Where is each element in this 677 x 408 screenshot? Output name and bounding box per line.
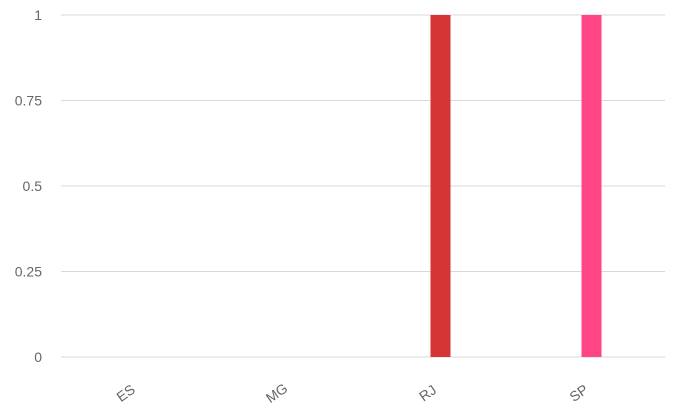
- bar-sp[interactable]: [581, 15, 602, 357]
- bar-rj[interactable]: [430, 15, 451, 357]
- x-tick-label: RJ: [416, 381, 439, 403]
- y-tick-label: 0.25: [15, 264, 42, 280]
- x-tick-label: SP: [566, 381, 590, 403]
- y-axis-tick-labels: 0 0.25 0.5 0.75 1: [15, 7, 42, 365]
- grid-lines: [61, 14, 665, 358]
- y-tick-label: 1: [34, 7, 42, 23]
- x-tick-label: MG: [263, 380, 291, 403]
- x-tick-label: ES: [113, 381, 137, 403]
- bars: [430, 15, 602, 357]
- y-tick-label: 0: [34, 349, 42, 365]
- y-tick-label: 0.75: [15, 93, 42, 109]
- x-axis-tick-labels: ES MG RJ SP: [113, 380, 590, 406]
- y-tick-label: 0.5: [23, 178, 43, 194]
